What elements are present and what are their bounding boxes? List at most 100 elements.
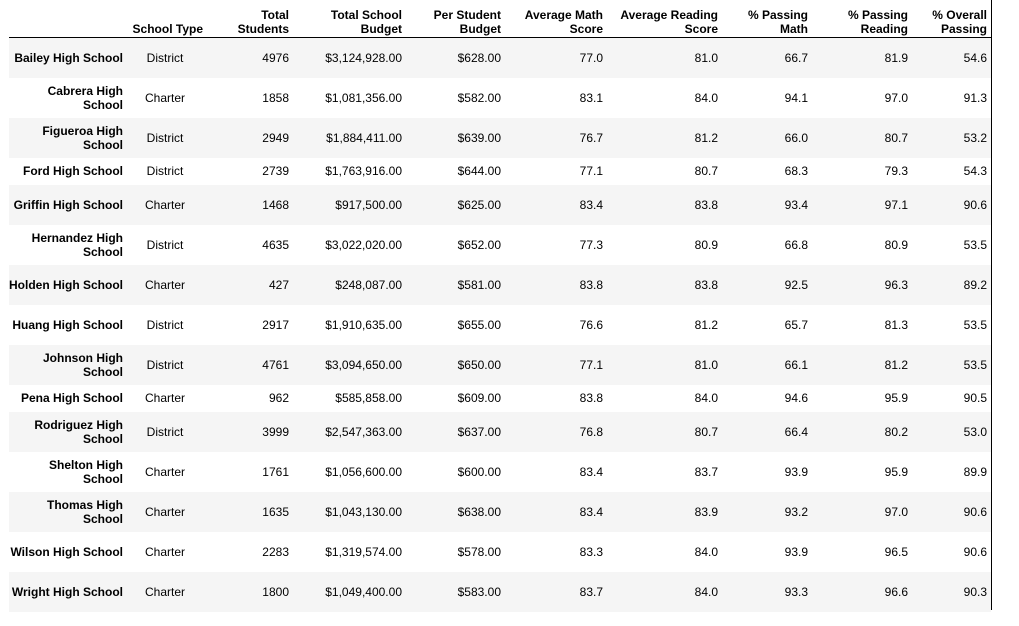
table-cell: 91.3 <box>963 90 987 105</box>
table-cell: 1635 <box>262 504 289 519</box>
table-cell: 93.9 <box>784 544 808 559</box>
table-header-row: School Type Total Students Total School … <box>9 0 991 38</box>
table-cell: 77.1 <box>579 357 603 372</box>
table-cell: $581.00 <box>457 277 501 292</box>
row-index-label: Holden High School <box>9 277 123 292</box>
table-cell: District <box>146 237 184 252</box>
table-cell: 84.0 <box>694 391 718 405</box>
table-cell: 76.8 <box>579 424 603 439</box>
table-cell: 94.6 <box>784 391 808 405</box>
table-cell: 84.0 <box>694 544 718 559</box>
table-cell: 81.9 <box>884 50 908 65</box>
table-cell: $1,043,130.00 <box>325 504 402 519</box>
table-cell: 93.9 <box>784 464 808 479</box>
row-index-label: Rodriguez High School <box>34 417 123 446</box>
table-cell: 81.0 <box>694 50 718 65</box>
table-cell: 83.8 <box>694 277 718 292</box>
table-row: Pena High School Charter 962 $585,858.00 $60… <box>9 384 991 412</box>
column-header: Per Student Budget <box>406 0 505 38</box>
index-header <box>9 0 127 38</box>
table-cell: 81.2 <box>694 317 718 332</box>
table-row: Thomas High School Charter 1635 $1,043,130.… <box>9 491 991 532</box>
table-cell: 53.5 <box>963 357 987 372</box>
table-cell: 83.1 <box>579 90 603 105</box>
table-cell: 4761 <box>262 357 289 372</box>
table-row: Huang High School District 2917 $1,910,635.… <box>9 304 991 345</box>
table-cell: 80.7 <box>694 424 718 439</box>
table-cell: 77.3 <box>579 237 603 252</box>
table-cell: District <box>146 357 184 372</box>
table-cell: $637.00 <box>457 424 501 439</box>
table-cell: 96.3 <box>884 277 908 292</box>
table-cell: 65.7 <box>784 317 808 332</box>
table-row: Figueroa High School District 2949 $1,884,4… <box>9 117 991 158</box>
table-cell: 77.0 <box>579 50 603 65</box>
table-cell: 96.5 <box>884 544 908 559</box>
table-cell: 77.1 <box>579 164 603 178</box>
table-cell: 80.7 <box>694 164 718 178</box>
row-index-label: Pena High School <box>20 391 123 405</box>
table-cell: 80.7 <box>884 130 908 145</box>
table-cell: $639.00 <box>457 130 501 145</box>
table-cell: 83.4 <box>579 464 603 479</box>
table-cell: 66.7 <box>784 50 808 65</box>
table-cell: $600.00 <box>457 464 501 479</box>
table-cell: $583.00 <box>457 584 501 599</box>
table-cell: $609.00 <box>457 391 501 405</box>
table-cell: 66.4 <box>784 424 808 439</box>
table-cell: 96.6 <box>884 584 908 599</box>
table-cell: 90.6 <box>963 197 987 212</box>
table-cell: 84.0 <box>694 90 718 105</box>
table-cell: 80.9 <box>884 237 908 252</box>
table-cell: 76.6 <box>579 317 603 332</box>
column-header: Total School Budget <box>293 0 406 38</box>
table-cell: $3,022,020.00 <box>325 237 402 252</box>
row-index-label: Shelton High School <box>49 457 123 486</box>
table-cell: 53.5 <box>963 237 987 252</box>
table-cell: 83.7 <box>694 464 718 479</box>
table-cell: 94.1 <box>784 90 808 105</box>
table-row: Wright High School Charter 1800 $1,049,400.… <box>9 571 991 612</box>
table-cell: 83.4 <box>579 504 603 519</box>
table-cell: $1,763,916.00 <box>325 164 402 178</box>
table-cell: 95.9 <box>884 391 908 405</box>
table-cell: $625.00 <box>457 197 501 212</box>
table-cell: 427 <box>268 277 289 292</box>
table-cell: 68.3 <box>784 164 808 178</box>
table-cell: 97.1 <box>884 197 908 212</box>
row-index-label: Griffin High School <box>13 197 123 212</box>
table-cell: Charter <box>144 391 185 405</box>
table-cell: 83.3 <box>579 544 603 559</box>
table-cell: 89.9 <box>963 464 987 479</box>
table-row: Griffin High School Charter 1468 $917,500.0… <box>9 184 991 225</box>
table-cell: 90.6 <box>963 544 987 559</box>
table-cell: 1800 <box>262 584 289 599</box>
table-body: Bailey High School District 4976 $3,124,928… <box>9 37 991 612</box>
table-row: Hernandez High School District 4635 $3,022,… <box>9 224 991 265</box>
table-cell: $652.00 <box>457 237 501 252</box>
table-cell: Charter <box>144 197 185 212</box>
row-index-label: Bailey High School <box>14 50 123 65</box>
table-cell: $1,049,400.00 <box>325 584 402 599</box>
table-cell: $1,081,356.00 <box>325 90 402 105</box>
column-header: % Passing Math <box>722 0 812 38</box>
table-cell: $3,124,928.00 <box>325 50 402 65</box>
table-row: Wilson High School Charter 2283 $1,319,574.… <box>9 531 991 572</box>
table-cell: 53.0 <box>963 424 987 439</box>
table-cell: 92.5 <box>784 277 808 292</box>
table-cell: 79.3 <box>884 164 908 178</box>
table-cell: 83.8 <box>579 277 603 292</box>
table-cell: 95.9 <box>884 464 908 479</box>
table-cell: 53.5 <box>963 317 987 332</box>
table-cell: 89.2 <box>963 277 987 292</box>
row-index-label: Ford High School <box>23 164 123 178</box>
table-row: Holden High School Charter 427 $248,087.00 $… <box>9 264 991 305</box>
table-cell: $650.00 <box>457 357 501 372</box>
dataframe-output: School Type Total Students Total School … <box>9 0 992 612</box>
column-header: Average Reading Score <box>607 0 722 38</box>
table-cell: Charter <box>144 90 185 105</box>
table-cell: $248,087.00 <box>335 277 402 292</box>
table-cell: 81.2 <box>884 357 908 372</box>
table-cell: 83.4 <box>579 197 603 212</box>
table-cell: 962 <box>268 391 289 405</box>
